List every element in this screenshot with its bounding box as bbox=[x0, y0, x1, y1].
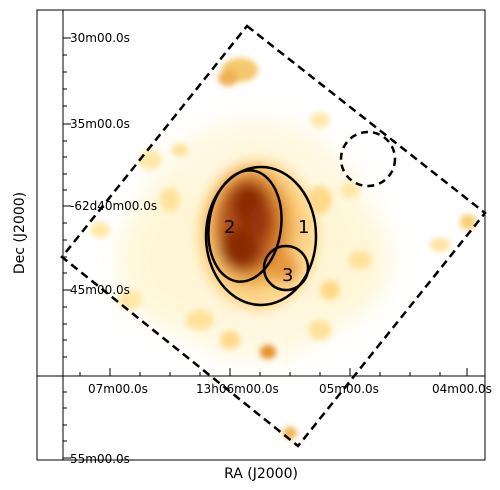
dec-tick-label: 45m00.0s bbox=[70, 283, 130, 297]
x-axis-title: RA (J2000) bbox=[224, 466, 298, 482]
dec-tick-label: -62d40m00.0s bbox=[70, 199, 157, 213]
background-region-circle bbox=[339, 130, 397, 188]
region-2-ellipse bbox=[207, 169, 283, 283]
region-label-2: 2 bbox=[224, 217, 235, 238]
ra-tick-label: 07m00.0s bbox=[88, 382, 148, 396]
region-label-3: 3 bbox=[282, 265, 293, 286]
region-1-ellipse bbox=[204, 165, 318, 307]
dec-tick-label: 55m00.0s bbox=[70, 452, 130, 466]
faint-speckles bbox=[90, 58, 476, 439]
ra-tick-label: 13h06m00.0s bbox=[196, 382, 279, 396]
ra-tick-label: 04m00.0s bbox=[432, 382, 492, 396]
plot-frame bbox=[36, 9, 486, 461]
ra-tick-label: 05m00.0s bbox=[319, 382, 379, 396]
field-of-view-outline bbox=[60, 24, 487, 448]
dec-ticks bbox=[63, 37, 71, 459]
y-axis-title: Dec (J2000) bbox=[12, 192, 28, 274]
ra-ticks bbox=[79, 368, 468, 376]
region-3-circle bbox=[262, 244, 310, 292]
region-label-1: 1 bbox=[298, 217, 309, 238]
dec-tick-label: 30m00.0s bbox=[70, 31, 130, 45]
cluster-core bbox=[198, 160, 318, 310]
dec-tick-label: 35m00.0s bbox=[70, 117, 130, 131]
